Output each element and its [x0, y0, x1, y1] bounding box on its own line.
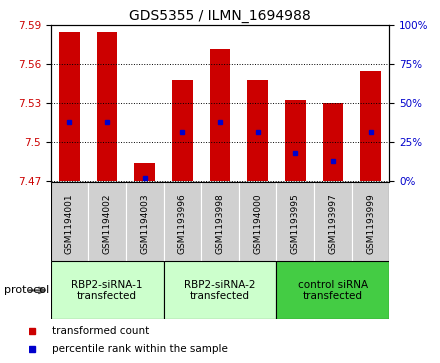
Bar: [247, 80, 268, 182]
Bar: [59, 32, 80, 182]
Text: percentile rank within the sample: percentile rank within the sample: [52, 344, 228, 354]
Bar: [201, 182, 239, 261]
Text: protocol: protocol: [4, 285, 50, 295]
Text: GSM1194001: GSM1194001: [65, 193, 74, 254]
Text: GSM1193999: GSM1193999: [366, 193, 375, 254]
Text: GSM1193998: GSM1193998: [216, 193, 224, 254]
Bar: [314, 182, 352, 261]
Title: GDS5355 / ILMN_1694988: GDS5355 / ILMN_1694988: [129, 9, 311, 23]
Bar: [164, 261, 276, 319]
Text: RBP2-siRNA-2
transfected: RBP2-siRNA-2 transfected: [184, 280, 256, 301]
Bar: [209, 49, 231, 182]
Bar: [360, 71, 381, 182]
Text: GSM1193997: GSM1193997: [328, 193, 337, 254]
Text: GSM1193995: GSM1193995: [291, 193, 300, 254]
Bar: [285, 99, 306, 182]
Bar: [172, 80, 193, 182]
Bar: [51, 261, 164, 319]
Text: GSM1194000: GSM1194000: [253, 193, 262, 254]
Text: transformed count: transformed count: [52, 326, 149, 336]
Bar: [126, 182, 164, 261]
Bar: [276, 182, 314, 261]
Bar: [276, 261, 389, 319]
Bar: [352, 182, 389, 261]
Text: GSM1194003: GSM1194003: [140, 193, 149, 254]
Text: GSM1194002: GSM1194002: [103, 193, 112, 254]
Text: RBP2-siRNA-1
transfected: RBP2-siRNA-1 transfected: [71, 280, 143, 301]
Bar: [88, 182, 126, 261]
Bar: [164, 182, 201, 261]
Bar: [134, 163, 155, 182]
Bar: [323, 103, 343, 182]
Bar: [51, 182, 88, 261]
Text: GSM1193996: GSM1193996: [178, 193, 187, 254]
Text: control siRNA
transfected: control siRNA transfected: [298, 280, 368, 301]
Bar: [239, 182, 276, 261]
Bar: [97, 32, 117, 182]
